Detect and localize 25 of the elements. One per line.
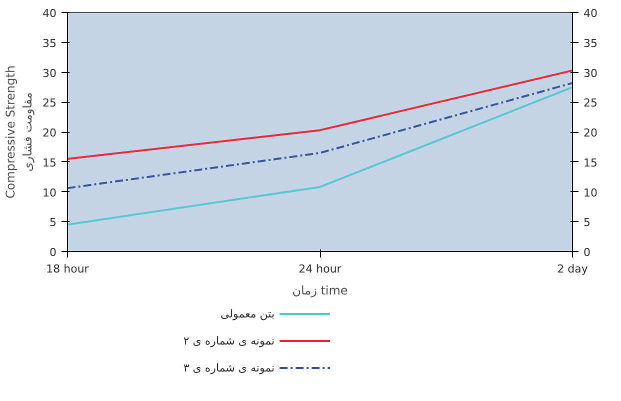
x-tick-label: 24 hour	[298, 262, 342, 276]
y-tick-label: 30	[42, 66, 57, 80]
legend-label: بتن معمولی	[220, 308, 275, 320]
y2-tick-label: 15	[584, 156, 598, 170]
y2-tick-label: 40	[584, 7, 598, 20]
y-tick-label: 0	[50, 246, 56, 259]
x-axis-title: زمان time	[292, 284, 348, 298]
y2-tick-label: 30	[584, 66, 598, 80]
y2-tick-label: 5	[584, 216, 590, 230]
y-tick-label: 15	[42, 156, 57, 170]
x-tick-label: 18 hour	[46, 262, 90, 276]
y2-tick-label: 25	[584, 96, 598, 110]
legend-label: نمونه ی شماره ی ۲	[183, 334, 275, 348]
y-tick-label: 40	[42, 7, 57, 20]
y2-tick-label: 35	[584, 36, 598, 50]
y-tick-label: 25	[42, 96, 57, 110]
y-tick-label: 5	[50, 216, 56, 230]
legend-label: نمونه ی شماره ی ۳	[183, 362, 275, 374]
y-tick-label: 20	[42, 126, 57, 140]
y2-tick-label: 0	[584, 246, 590, 259]
y2-tick-label: 10	[584, 186, 598, 200]
y-tick-label: 35	[42, 36, 57, 50]
y-tick-label: 10	[42, 186, 57, 200]
x-tick-label: 2 day	[557, 262, 588, 276]
y2-tick-label: 20	[584, 126, 598, 140]
